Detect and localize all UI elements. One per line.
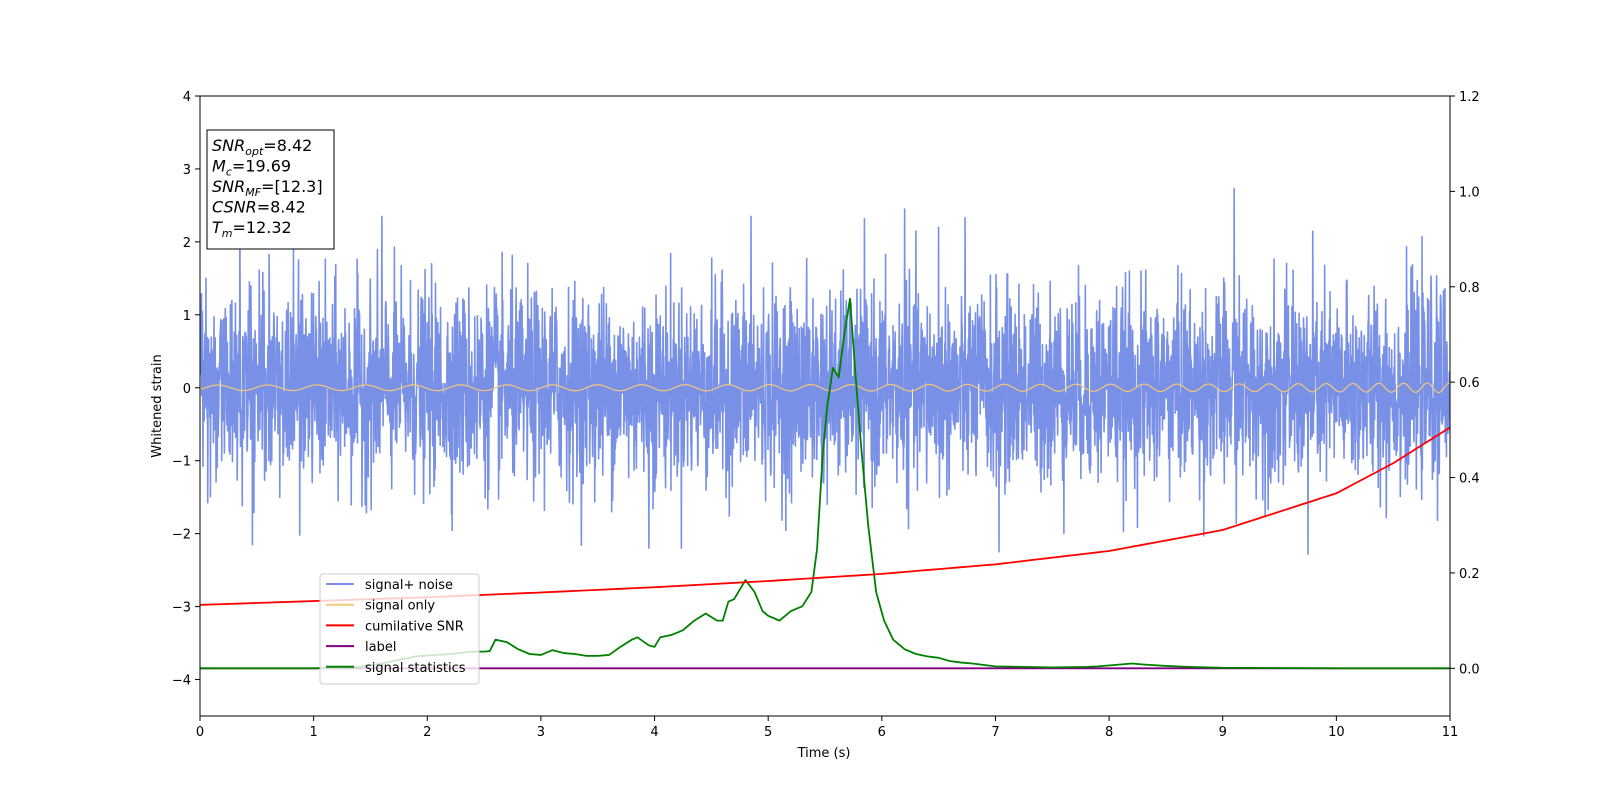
y-tick-label: 2 — [183, 236, 191, 251]
y-tick-label: −1 — [172, 455, 191, 470]
stats-subscript: c — [226, 166, 232, 179]
x-tick-label: 11 — [1442, 725, 1459, 740]
y-axis-left: −4 −3 −2 −1 0 1 2 3 4 — [172, 90, 200, 689]
legend-frame — [319, 573, 480, 685]
y-tick-label: 4 — [183, 90, 191, 105]
stats-row: Mc=19.69 — [212, 157, 291, 179]
stats-subscript: MF — [245, 186, 261, 199]
legend: signal+ noise signal only cumilative SNR la… — [319, 573, 480, 685]
stats-value: =19.69 — [232, 157, 291, 176]
stats-row: CSNR=8.42 — [212, 198, 306, 217]
x-tick-label: 6 — [878, 725, 886, 740]
y2-tick-label: 0.0 — [1459, 662, 1480, 677]
y2-tick-label: 0.2 — [1459, 567, 1480, 582]
x-tick-label: 10 — [1328, 725, 1345, 740]
stats-row: Tm=12.32 — [212, 218, 292, 240]
x-tick-label: 2 — [423, 725, 431, 740]
stats-row: SNRopt=8.42 — [212, 136, 312, 158]
x-axis-label: Time (s) — [797, 746, 851, 761]
stats-subscript: m — [222, 227, 233, 240]
x-tick-label: 4 — [650, 725, 658, 740]
x-tick-label: 9 — [1219, 725, 1227, 740]
stats-symbol: M — [212, 157, 226, 176]
stats-symbol: SNR — [212, 177, 245, 196]
x-tick-label: 3 — [537, 725, 545, 740]
stats-value: =8.42 — [257, 198, 306, 217]
x-tick-label: 5 — [764, 725, 772, 740]
y2-tick-label: 0.6 — [1459, 376, 1480, 391]
y-tick-label: 0 — [183, 382, 191, 397]
x-axis: 0 1 2 3 4 5 6 7 8 9 10 11 — [196, 716, 1458, 740]
y-tick-label: −4 — [172, 674, 191, 689]
stats-row: SNRMF=[12.3] — [212, 177, 323, 199]
y-axis-right: 0.0 0.2 0.4 0.6 0.8 1.0 1.2 — [1450, 90, 1480, 677]
y-axis-label: Whitened strain — [150, 354, 165, 457]
signal-only-line — [200, 382, 1450, 394]
y2-tick-label: 1.0 — [1459, 185, 1480, 200]
x-tick-label: 7 — [991, 725, 999, 740]
legend-label: signal only — [365, 599, 435, 614]
y2-tick-label: 0.4 — [1459, 472, 1480, 487]
stats-symbol: T — [212, 218, 223, 237]
y-tick-label: −3 — [172, 601, 191, 616]
stats-value: =[12.3] — [261, 177, 323, 196]
legend-label: signal+ noise — [365, 578, 453, 593]
signal-statistics-line — [200, 297, 1450, 670]
stats-subscript: opt — [245, 145, 264, 158]
legend-label: signal statistics — [365, 661, 466, 676]
legend-label: cumilative SNR — [365, 619, 464, 634]
stats-value: =12.32 — [233, 218, 292, 237]
stats-symbol: SNR — [212, 136, 245, 155]
stats-value: =8.42 — [263, 136, 312, 155]
legend-label: label — [365, 640, 396, 655]
stats-symbol: CSNR — [212, 198, 257, 217]
x-tick-label: 1 — [309, 725, 317, 740]
stats-box: SNRopt=8.42Mc=19.69SNRMF=[12.3]CSNR=8.42… — [206, 129, 335, 250]
y2-tick-label: 0.8 — [1459, 281, 1480, 296]
stats-box-frame — [206, 129, 335, 250]
y2-tick-label: 1.2 — [1459, 90, 1480, 105]
y-tick-label: 1 — [183, 309, 191, 324]
plot-frame — [199, 95, 1451, 717]
x-tick-label: 8 — [1105, 725, 1113, 740]
y-tick-label: 3 — [183, 163, 191, 178]
series-signal-only — [200, 382, 1450, 394]
x-tick-label: 0 — [196, 725, 204, 740]
y-tick-label: −2 — [172, 528, 191, 543]
